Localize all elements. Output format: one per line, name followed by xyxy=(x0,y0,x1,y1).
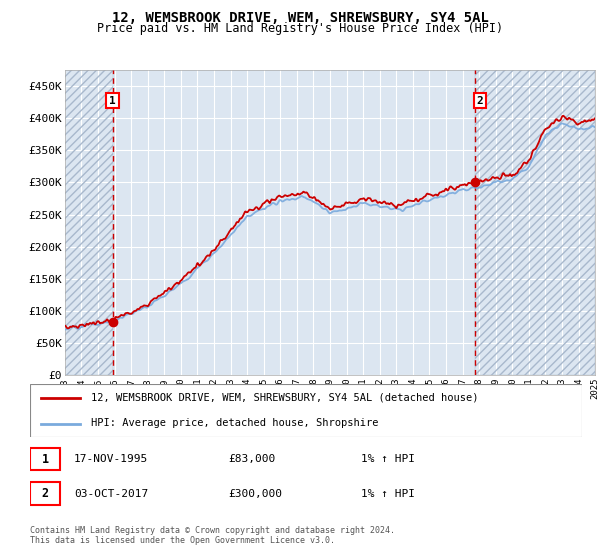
Text: HPI: Average price, detached house, Shropshire: HPI: Average price, detached house, Shro… xyxy=(91,418,378,428)
Text: Price paid vs. HM Land Registry's House Price Index (HPI): Price paid vs. HM Land Registry's House … xyxy=(97,22,503,35)
Bar xyxy=(65,70,113,375)
Text: £83,000: £83,000 xyxy=(229,454,276,464)
FancyBboxPatch shape xyxy=(30,483,61,505)
Text: 1: 1 xyxy=(41,452,49,465)
Text: 1% ↑ HPI: 1% ↑ HPI xyxy=(361,454,415,464)
Text: 1% ↑ HPI: 1% ↑ HPI xyxy=(361,489,415,499)
FancyBboxPatch shape xyxy=(30,447,61,470)
Text: 2: 2 xyxy=(41,487,49,500)
Text: Contains HM Land Registry data © Crown copyright and database right 2024.: Contains HM Land Registry data © Crown c… xyxy=(30,526,395,535)
Text: 2: 2 xyxy=(476,96,484,105)
Text: 03-OCT-2017: 03-OCT-2017 xyxy=(74,489,148,499)
Text: 1: 1 xyxy=(109,96,116,105)
Text: 17-NOV-1995: 17-NOV-1995 xyxy=(74,454,148,464)
Text: £300,000: £300,000 xyxy=(229,489,283,499)
Text: This data is licensed under the Open Government Licence v3.0.: This data is licensed under the Open Gov… xyxy=(30,536,335,545)
Text: 12, WEMSBROOK DRIVE, WEM, SHREWSBURY, SY4 5AL (detached house): 12, WEMSBROOK DRIVE, WEM, SHREWSBURY, SY… xyxy=(91,393,478,403)
Text: 12, WEMSBROOK DRIVE, WEM, SHREWSBURY, SY4 5AL: 12, WEMSBROOK DRIVE, WEM, SHREWSBURY, SY… xyxy=(112,11,488,25)
Bar xyxy=(475,70,595,375)
FancyBboxPatch shape xyxy=(30,384,582,437)
